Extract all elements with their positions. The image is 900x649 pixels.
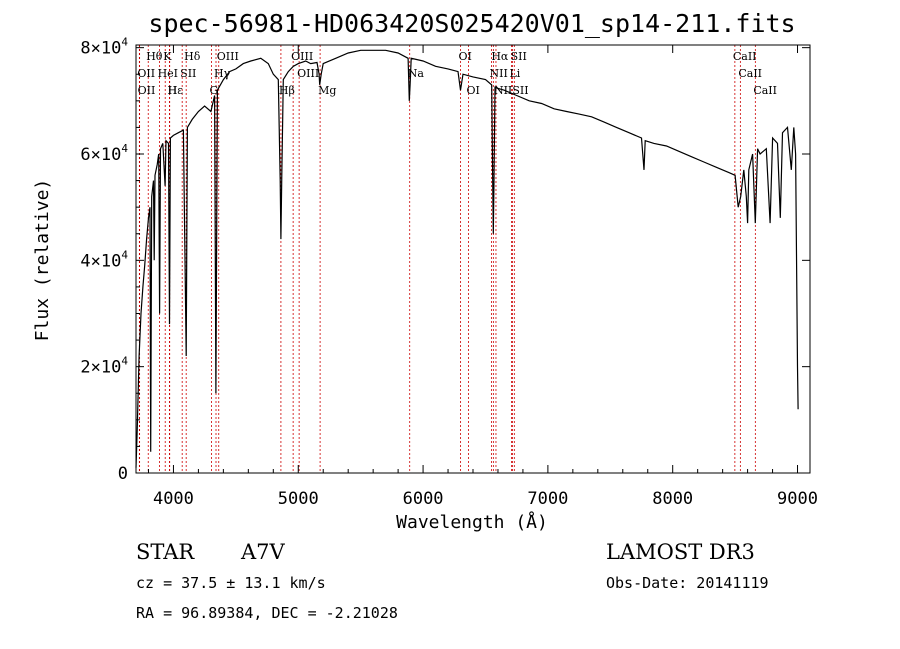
chart-title: spec-56981-HD063420S025420V01_sp14-211.f… (148, 9, 795, 38)
line-label: CaII (738, 67, 762, 80)
survey-name: LAMOST DR3 (606, 540, 755, 564)
x-tick-label: 8000 (652, 489, 693, 509)
line-label: K (163, 50, 172, 63)
line-label: Mg (318, 84, 336, 97)
line-label: OI (467, 84, 480, 97)
line-label: CaII (733, 50, 757, 63)
line-label: Na (408, 67, 425, 80)
line-label: SII (512, 84, 528, 97)
line-label: OII (138, 84, 156, 97)
line-label: CaII (753, 84, 777, 97)
line-label: NII (489, 67, 507, 80)
y-tick-label: 6×104 (80, 142, 128, 165)
line-label: Hδ (184, 50, 201, 63)
line-label: HeI (158, 67, 178, 80)
line-label: OIII (217, 50, 239, 63)
line-label: SII (180, 67, 196, 80)
line-label: OIII (297, 67, 319, 80)
spectral-line-markers (138, 45, 756, 473)
obs-date: Obs-Date: 20141119 (606, 574, 769, 592)
line-label: Li (509, 67, 520, 80)
x-tick-label: 9000 (777, 489, 818, 509)
line-label: H (167, 84, 177, 97)
object-class: STAR (136, 540, 195, 564)
plot-frame (135, 44, 811, 474)
line-label: Hθ (146, 50, 163, 63)
line-label: SII (511, 50, 527, 63)
ra-dec: RA = 96.89384, DEC = -2.21028 (136, 604, 398, 622)
object-subclass: A7V (240, 540, 286, 564)
line-label: OI (459, 50, 472, 63)
line-label: Hα (491, 50, 509, 63)
x-axis-label: Wavelength (Å) (396, 511, 548, 533)
x-axis-ticks: 4000 5000 6000 7000 8000 9000 (147, 45, 818, 509)
y-tick-label: 4×104 (80, 248, 128, 271)
line-label: Hβ (279, 84, 295, 97)
y-tick-label: 8×104 (80, 36, 128, 59)
redshift-cz: cz = 37.5 ± 13.1 km/s (136, 574, 326, 592)
x-tick-label: 4000 (153, 489, 194, 509)
x-tick-label: 6000 (403, 489, 444, 509)
y-axis-ticks: 0 2×104 4×104 6×104 8×104 (80, 36, 810, 484)
y-tick-label: 2×104 (80, 355, 128, 378)
line-label: OII (137, 67, 155, 80)
line-label: G (210, 84, 219, 97)
line-label: Hε (168, 84, 184, 97)
x-tick-label: 7000 (527, 489, 568, 509)
line-label: OIII (291, 50, 313, 63)
spectrum-line (135, 49, 799, 468)
x-tick-label: 5000 (278, 489, 319, 509)
y-tick-label: 0 (118, 464, 128, 484)
y-axis-label: Flux (relative) (32, 179, 53, 342)
line-label: Hγ (214, 67, 231, 80)
